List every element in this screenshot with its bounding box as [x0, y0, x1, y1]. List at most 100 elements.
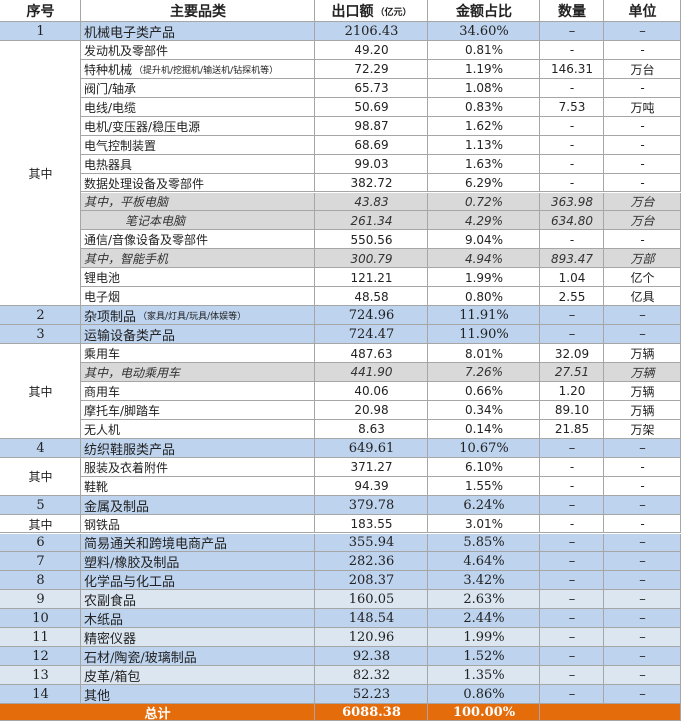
cell: 电机/变压器/稳压电源 [81, 117, 315, 136]
cell-bg [428, 211, 540, 231]
cell-bg [315, 40, 428, 60]
cell-bg [428, 287, 540, 307]
cell: 8.63 [315, 420, 428, 439]
cell: – [540, 609, 604, 628]
group-label-text: 其中 [28, 470, 53, 485]
cell-text: 0.80% [464, 289, 504, 304]
cell-text: 8.01% [464, 346, 504, 361]
cell: 8 [0, 571, 81, 590]
cell: 2.63% [428, 590, 540, 609]
cell-bg [540, 685, 604, 704]
cell-bg [81, 533, 315, 553]
cell: 10.67% [428, 439, 540, 458]
cell-text: 183.55 [350, 517, 393, 532]
cell-bg [81, 135, 315, 155]
cell: – [540, 647, 604, 666]
cell: 1.99% [428, 628, 540, 647]
cell-bg [81, 609, 315, 629]
cell: – [604, 609, 681, 628]
cell: 1.52% [428, 647, 540, 666]
group-label: 其中 [0, 41, 81, 306]
cell: 金属及制品 [81, 496, 315, 515]
cell-text: 2.63% [463, 592, 505, 608]
cell-text: 笔记本电脑 [125, 214, 186, 229]
cell-text: 634.80 [551, 213, 593, 228]
cell: 0.66% [428, 382, 540, 401]
cell-text: - [640, 157, 645, 172]
cell-text: – [639, 327, 646, 343]
cell: 电子烟 [81, 287, 315, 306]
cell-text: 锂电池 [84, 271, 121, 286]
cell-bg [315, 495, 428, 515]
cell: 电线/电缆 [81, 98, 315, 117]
cell-text: 4.64% [463, 554, 505, 570]
cell: 382.72 [315, 174, 428, 193]
cell-bg [540, 590, 604, 610]
cell: 0.83% [428, 98, 540, 117]
cell: 724.96 [315, 306, 428, 325]
cell-text: 摩托车/脚踏车 [84, 403, 161, 418]
cell-bg [81, 116, 315, 136]
group-label-bg [0, 40, 81, 307]
cell: 万吨 [604, 98, 681, 117]
header-text: 数量 [558, 4, 586, 20]
cell-bg [81, 173, 315, 193]
cell-bg [0, 609, 81, 629]
cell: 32.09 [540, 344, 604, 363]
cell-bg [540, 211, 604, 231]
total-cell: 6088.38 [315, 704, 428, 721]
cell: 5.85% [428, 534, 540, 553]
cell: 6.10% [428, 458, 540, 477]
cell-bg [540, 249, 604, 269]
cell-bg [428, 344, 540, 363]
header-cell-bg [0, 0, 81, 22]
cell-text: 1.55% [464, 479, 504, 494]
cell-text: 电线/电缆 [84, 100, 137, 115]
cell: 1.04 [540, 268, 604, 287]
cell-text: 农副食品 [84, 594, 137, 610]
cell-bg [428, 40, 540, 60]
cell: 65.73 [315, 79, 428, 98]
cell-bg [315, 590, 428, 610]
header-cell-bg [315, 0, 428, 22]
cell: - [540, 117, 604, 136]
cell-text: 0.83% [464, 100, 504, 115]
cell-text: 乘用车 [84, 347, 121, 362]
cell-bg [81, 192, 315, 212]
cell-text: - [569, 43, 575, 58]
cell-text: 特种机械 [84, 62, 133, 77]
cell: – [540, 534, 604, 553]
cell-bg [315, 306, 428, 326]
cell: 万部 [604, 249, 681, 268]
cell: 21.85 [540, 420, 604, 439]
cell-text: 0.34% [464, 403, 504, 418]
cell-bg [428, 533, 540, 553]
cell-bg [540, 268, 604, 288]
cell-bg [81, 666, 315, 686]
cell: – [540, 685, 604, 704]
cell: 鞋靴 [81, 477, 315, 496]
cell: - [540, 230, 604, 249]
cell-bg [315, 211, 428, 231]
cell: 1 [0, 22, 81, 41]
cell: 27.51 [540, 363, 604, 382]
cell-bg [428, 22, 540, 41]
group-label-bg [0, 514, 81, 534]
cell: 50.69 [315, 98, 428, 117]
cell: 98.87 [315, 117, 428, 136]
cell-bg [315, 116, 428, 136]
cell: - [604, 174, 681, 193]
cell: 万台 [604, 193, 681, 212]
cell-bg [0, 495, 81, 515]
cell: 2.44% [428, 609, 540, 628]
cell-bg [540, 40, 604, 60]
cell-text: 1.13% [464, 138, 504, 153]
cell-text: 万辆 [630, 347, 655, 362]
header-cell: 出口额 （亿元） [315, 0, 428, 22]
cell-bg [428, 685, 540, 704]
cell: 亿具 [604, 287, 681, 306]
cell: 1.63% [428, 155, 540, 174]
cell-bg [315, 685, 428, 704]
cell-bg [315, 476, 428, 496]
cell: 94.39 [315, 477, 428, 496]
